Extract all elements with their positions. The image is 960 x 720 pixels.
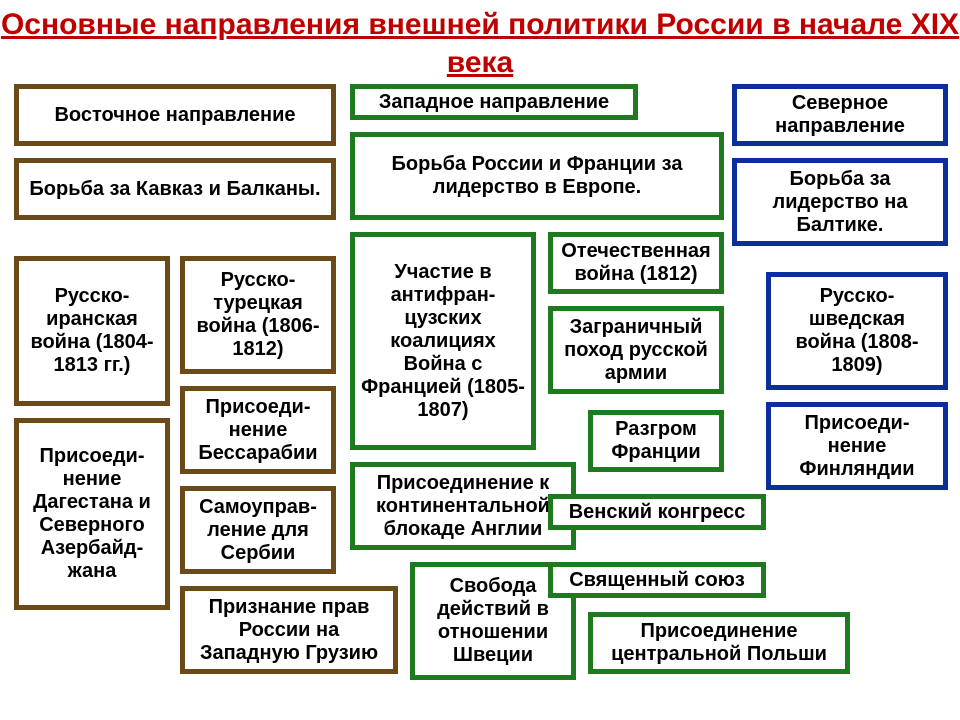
- box-caucasus-balkans: Борьба за Кавказ и Балканы.: [14, 158, 336, 220]
- box-label: Присоединение к континентальной блокаде …: [361, 472, 565, 541]
- box-label: Заграничный поход русской армии: [559, 316, 713, 385]
- box-label: Русско-шведская война (1808-1809): [777, 285, 937, 377]
- box-label: Русско-турецкая война (1806-1812): [191, 269, 325, 361]
- box-label: Венский конгресс: [569, 501, 746, 524]
- box-foreign-campaign: Заграничный поход русской армии: [548, 306, 724, 394]
- box-anti-french: Участие в антифран-цузских коалициях Вой…: [350, 232, 536, 450]
- box-continental-blockade: Присоединение к континентальной блокаде …: [350, 462, 576, 550]
- box-label: Присоеди-нение Бессарабии: [191, 396, 325, 465]
- box-east-header: Восточное направление: [14, 84, 336, 146]
- box-label: Священный союз: [569, 569, 745, 592]
- box-label: Борьба за Кавказ и Балканы.: [29, 178, 320, 201]
- box-label: Северное направление: [743, 92, 937, 138]
- box-holy-alliance: Священный союз: [548, 562, 766, 598]
- page-title: Основные направления внешней политики Ро…: [0, 0, 960, 81]
- box-label: Борьба России и Франции за лидерство в Е…: [361, 153, 713, 199]
- box-label: Признание прав России на Западную Грузию: [191, 596, 387, 665]
- box-russo-turkish: Русско-турецкая война (1806-1812): [180, 256, 336, 374]
- box-label: Разгром Франции: [599, 418, 713, 464]
- box-russia-france: Борьба России и Франции за лидерство в Е…: [350, 132, 724, 220]
- box-label: Свобода действий в отношении Швеции: [421, 575, 565, 667]
- box-patriotic-war: Отечественная война (1812): [548, 232, 724, 294]
- box-label: Присоеди-нение Финляндии: [777, 412, 937, 481]
- box-bessarabia: Присоеди-нение Бессарабии: [180, 386, 336, 474]
- title-text: Основные направления внешней политики Ро…: [1, 8, 959, 79]
- box-label: Отечественная война (1812): [559, 240, 713, 286]
- box-label: Присоеди-нение Дагестана и Северного Азе…: [25, 445, 159, 583]
- box-label: Присоединение центральной Польши: [599, 620, 839, 666]
- box-label: Самоуправ-ление для Сербии: [191, 496, 325, 565]
- box-central-poland: Присоединение центральной Польши: [588, 612, 850, 674]
- box-finland: Присоеди-нение Финляндии: [766, 402, 948, 490]
- box-west-header: Западное направление: [350, 84, 638, 120]
- box-vienna-congress: Венский конгресс: [548, 494, 766, 530]
- box-label: Восточное направление: [54, 104, 295, 127]
- box-west-georgia: Признание прав России на Западную Грузию: [180, 586, 398, 674]
- box-label: Борьба за лидерство на Балтике.: [743, 168, 937, 237]
- box-dagestan-azerbaijan: Присоеди-нение Дагестана и Северного Азе…: [14, 418, 170, 610]
- box-defeat-france: Разгром Франции: [588, 410, 724, 472]
- box-label: Западное направление: [379, 91, 609, 114]
- box-baltic-leadership: Борьба за лидерство на Балтике.: [732, 158, 948, 246]
- box-russo-iranian: Русско-иранская война (1804-1813 гг.): [14, 256, 170, 406]
- box-label: Участие в антифран-цузских коалициях Вой…: [361, 261, 525, 422]
- box-label: Русско-иранская война (1804-1813 гг.): [25, 285, 159, 377]
- box-north-header: Северное направление: [732, 84, 948, 146]
- box-serbia: Самоуправ-ление для Сербии: [180, 486, 336, 574]
- box-russo-swedish: Русско-шведская война (1808-1809): [766, 272, 948, 390]
